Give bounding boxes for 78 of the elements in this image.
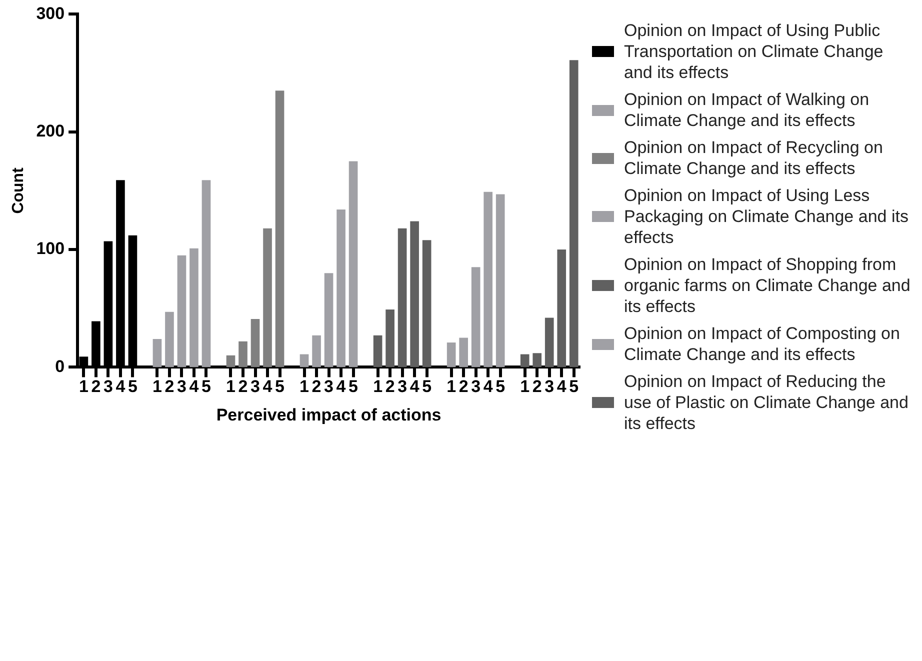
x-tick-label: 2 — [312, 377, 322, 396]
bar — [410, 221, 419, 368]
x-tick-label: 2 — [164, 377, 174, 396]
x-tick-label: 1 — [373, 377, 383, 396]
x-tick-label: 1 — [520, 377, 530, 396]
bar — [152, 338, 162, 368]
x-tick-label: 4 — [556, 377, 567, 396]
bar — [520, 354, 530, 368]
bar — [190, 248, 198, 368]
x-tick-label: 3 — [176, 377, 186, 396]
x-tick-label: 5 — [569, 377, 579, 396]
y-tick-label: 300 — [36, 4, 65, 23]
x-tick-label: 5 — [275, 377, 284, 396]
y-tick-label: 100 — [36, 239, 65, 258]
x-tick-label: 5 — [202, 377, 211, 396]
x-tick-label: 3 — [324, 377, 334, 396]
x-tick-label: 2 — [458, 377, 468, 396]
x-tick-label: 2 — [532, 377, 542, 396]
x-tick-label: 3 — [398, 377, 408, 396]
y-axis-title: Count — [10, 166, 28, 214]
bar — [496, 194, 505, 368]
bar — [238, 341, 248, 368]
legend-label: Opinion on Impact of Walking on Climate Change and its effects — [624, 89, 870, 131]
bar — [300, 354, 309, 368]
legend-label: Opinion on Impact of Using Less Packaging on Climate Change and its effects — [624, 185, 910, 248]
bar — [348, 161, 358, 368]
bar — [544, 318, 554, 368]
bar — [177, 255, 186, 368]
x-tick-label: 4 — [262, 377, 273, 396]
bar — [250, 318, 260, 368]
legend-label: Opinion on Impact of Shopping from organic farms on Climate Change and its effects — [624, 254, 912, 317]
bar — [398, 228, 407, 368]
x-tick-label: 3 — [544, 377, 554, 396]
y-tick-label: 200 — [36, 122, 65, 141]
bar — [386, 310, 394, 368]
x-tick-label: 4 — [189, 377, 200, 396]
bar — [557, 250, 566, 368]
bar — [275, 90, 284, 368]
bar — [422, 240, 432, 368]
x-tick-label: 5 — [496, 377, 506, 396]
x-tick-label: 2 — [385, 377, 395, 396]
x-tick-label: 1 — [152, 377, 162, 396]
bar — [336, 210, 346, 368]
x-tick-label: 5 — [422, 377, 432, 396]
x-tick-label: 5 — [128, 377, 138, 396]
x-tick-label: 1 — [300, 377, 310, 396]
bar — [226, 355, 236, 368]
bar — [446, 342, 456, 368]
x-tick-label: 1 — [78, 377, 88, 396]
x-tick-label: 1 — [226, 377, 236, 396]
y-tick-label: 0 — [55, 356, 65, 376]
x-tick-label: 4 — [116, 377, 126, 396]
bar — [373, 335, 382, 368]
legend-label: Opinion on Impact of Recycling on Climate Change and its effects — [624, 137, 884, 179]
bar — [312, 335, 321, 368]
bar — [569, 60, 578, 368]
bar — [165, 312, 174, 368]
bar — [202, 180, 211, 368]
legend-label: Opinion on Impact of Composting on Climate Change and its effects — [624, 323, 901, 365]
legend-label: Opinion on Impact of Using Public Transportation on Climate Change and its effects — [624, 20, 884, 83]
x-tick-label: 5 — [348, 377, 358, 396]
x-tick-label: 3 — [103, 377, 113, 396]
x-tick-label: 4 — [336, 377, 346, 396]
x-tick-label: 1 — [446, 377, 456, 396]
bar — [263, 228, 272, 368]
x-tick-label: 2 — [91, 377, 101, 396]
bar — [324, 273, 334, 368]
x-axis-title: Perceived impact of actions — [216, 405, 442, 424]
x-tick-label: 4 — [410, 377, 420, 396]
x-tick-label: 4 — [483, 377, 494, 396]
x-tick-label: 2 — [238, 377, 248, 396]
bar — [532, 353, 542, 368]
bar — [471, 267, 480, 368]
x-tick-label: 3 — [471, 377, 481, 396]
legend-label: Opinion on Impact of Reducing the use of Plastic on Climate Change and its effects — [624, 371, 910, 434]
bar — [459, 338, 468, 368]
x-tick-label: 3 — [250, 377, 260, 396]
bar — [484, 192, 493, 368]
